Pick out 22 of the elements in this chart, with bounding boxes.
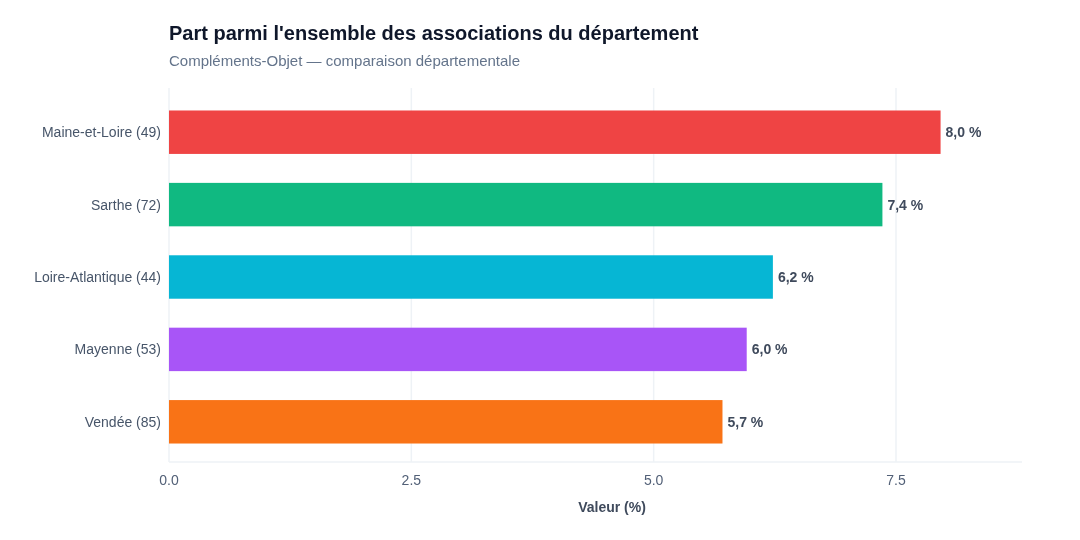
data-label: 5,7 % — [727, 413, 764, 430]
chart-subtitle: Compléments-Objet — comparaison départementale — [169, 52, 520, 69]
y-tick-label: Maine-et-Loire (49) — [41, 124, 161, 141]
x-tick-label: 0.0 — [159, 472, 179, 488]
data-label: 6,2 % — [777, 268, 815, 285]
data-label: 6,0 % — [751, 341, 789, 358]
y-tick-label: Loire-Atlantique (44) — [34, 268, 161, 285]
data-label: 7,4 % — [887, 196, 924, 213]
y-tick-label: Sarthe (72) — [90, 196, 161, 213]
bar — [169, 182, 883, 227]
y-tick-label: Mayenne (53) — [74, 341, 161, 358]
x-tick-label: 7.5 — [886, 472, 906, 488]
bar — [169, 327, 747, 372]
x-axis-title: Valeur (%) — [578, 499, 646, 515]
x-tick-label: 5.0 — [643, 472, 664, 488]
chart-title: Part parmi l'ensemble des associations du département — [169, 22, 699, 44]
y-tick-label: Vendée (85) — [84, 413, 161, 430]
x-tick-label: 2.5 — [401, 472, 422, 488]
bar — [169, 400, 723, 444]
data-label: 8,0 % — [945, 124, 982, 141]
bar — [169, 110, 941, 154]
bar — [169, 255, 773, 299]
